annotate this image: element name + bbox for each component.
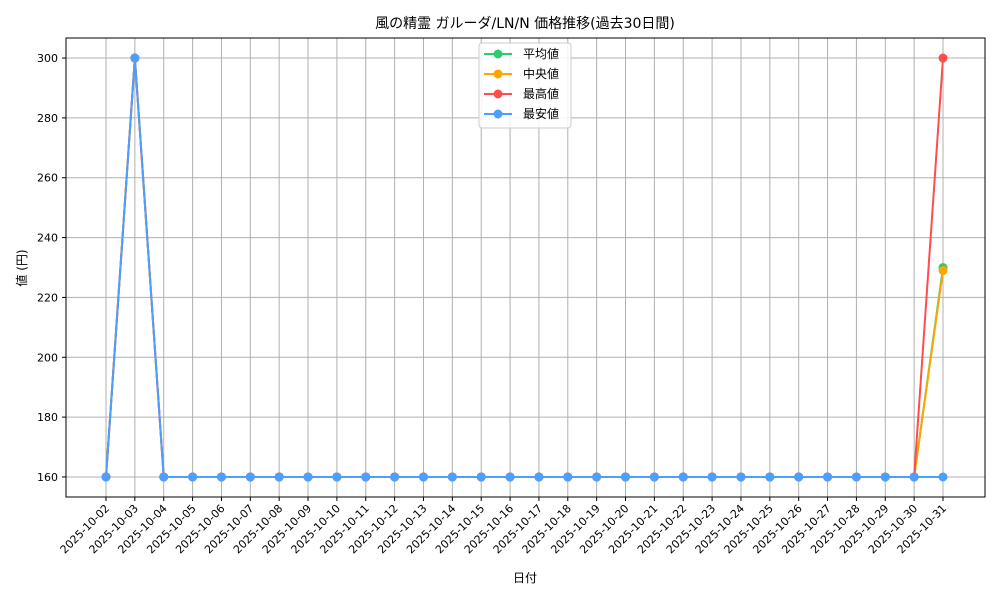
data-point (736, 472, 746, 482)
data-point (563, 472, 573, 482)
data-point (938, 265, 948, 275)
data-point (678, 472, 688, 482)
y-tick-label: 300 (37, 52, 58, 65)
legend-label: 平均値 (523, 46, 559, 61)
data-point (188, 472, 198, 482)
data-point (851, 472, 861, 482)
data-point (361, 472, 371, 482)
legend-marker (493, 69, 503, 79)
data-point (303, 472, 313, 482)
y-tick-label: 160 (37, 471, 58, 484)
x-axis-label: 日付 (513, 571, 537, 585)
y-tick-label: 200 (37, 351, 58, 364)
data-point (274, 472, 284, 482)
legend-box (478, 42, 572, 129)
y-tick-label: 260 (37, 172, 58, 185)
y-tick-label: 240 (37, 232, 58, 245)
data-point (159, 472, 169, 482)
data-point (794, 472, 804, 482)
legend-marker (493, 109, 503, 119)
data-point (245, 472, 255, 482)
legend-label: 最高値 (523, 86, 559, 101)
data-point (909, 472, 919, 482)
data-point (101, 472, 111, 482)
data-point (216, 472, 226, 482)
data-point (938, 472, 948, 482)
legend-marker (493, 89, 503, 99)
data-point (534, 472, 544, 482)
x-axis: 2025-10-022025-10-032025-10-042025-10-05… (58, 497, 949, 556)
legend-marker (493, 49, 503, 59)
data-point (418, 472, 428, 482)
series-3 (101, 53, 948, 482)
y-tick-label: 280 (37, 112, 58, 125)
y-tick-label: 180 (37, 411, 58, 424)
series-layer (101, 53, 948, 482)
data-point (505, 472, 515, 482)
data-point (447, 472, 457, 482)
data-point (332, 472, 342, 482)
data-point (880, 472, 890, 482)
y-tick-label: 220 (37, 291, 58, 304)
legend-label: 中央値 (523, 66, 559, 81)
grid (66, 38, 985, 497)
plot-frame (65, 37, 986, 498)
series-line (105, 57, 943, 478)
data-point (390, 472, 400, 482)
y-axis: 160 180 200 220 240 260 280 300 (37, 52, 66, 484)
data-point (765, 472, 775, 482)
data-point (130, 53, 140, 63)
data-point (649, 472, 659, 482)
data-point (476, 472, 486, 482)
data-point (707, 472, 717, 482)
y-axis-label: 値 (円) (14, 249, 29, 286)
data-point (938, 53, 948, 63)
legend-label: 最安値 (523, 106, 559, 121)
data-point (592, 472, 602, 482)
chart-title: 風の精霊 ガルーダ/LN/N 価格推移(過去30日間) (375, 16, 675, 32)
data-point (621, 472, 631, 482)
data-point (823, 472, 833, 482)
